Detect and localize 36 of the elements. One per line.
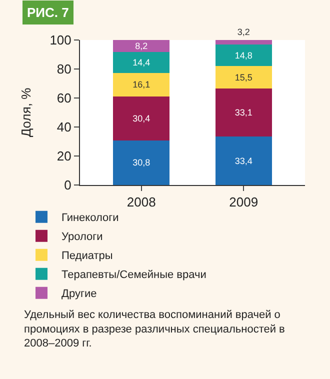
data-label: 33,4 [234,156,252,166]
data-label: 3,2 [237,27,250,37]
data-label: 14,4 [132,57,150,68]
legend-label: Гинекологи [62,212,119,224]
x-tick-label: 2009 [229,194,258,210]
text: Удельный вес количества воспоминаний врачей о промоциях в разрезе различных специальностей в 2008–2009 гг. [24,309,286,350]
data-label: 30,8 [132,158,150,168]
bar [113,52,170,73]
data-label: 15,5 [234,72,252,82]
y-tick-label: 20 [56,148,72,164]
chart-title: РИС. 7 [27,5,69,20]
data-label: 14,8 [234,50,252,60]
bar [216,66,272,89]
bar [216,44,272,66]
legend-label: Терапевты/Семейные врачи [62,269,206,282]
bar [216,40,272,45]
y-tick-label: 60 [56,90,72,106]
y-tick-label: 80 [56,62,72,77]
bar [113,96,170,140]
y-tick-label: 40 [56,120,72,135]
bar [216,88,272,137]
bar [113,40,170,52]
data-label: 16,1 [132,80,150,90]
bar [113,140,170,185]
legend-label: Педиатры [62,250,113,262]
data-label: 30,4 [132,113,150,124]
data-label: 33,1 [234,108,252,118]
legend-label: Другие [62,288,97,300]
bar [216,136,272,185]
bar [113,72,170,96]
y-tick-label: 0 [64,178,72,193]
data-label: 8,2 [135,41,148,52]
legend-label: Урологи [62,231,103,244]
y-tick-label: 100 [50,32,72,48]
y-axis-title: Доля, % [18,87,34,138]
x-tick-label: 2008 [126,194,156,210]
